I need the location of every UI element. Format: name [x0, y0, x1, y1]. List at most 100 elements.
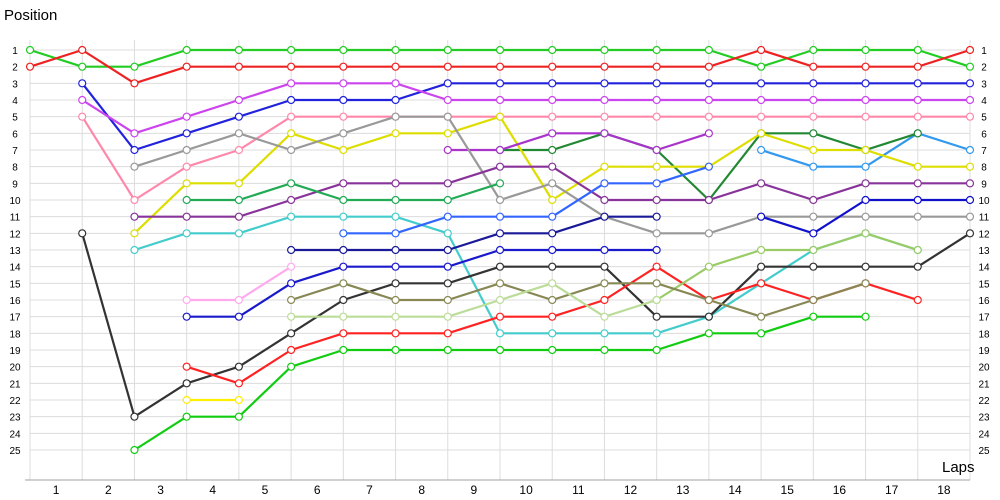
- data-point: [861, 62, 870, 71]
- y-tick-label-left: 16: [9, 296, 21, 307]
- y-tick-label-right: 3: [981, 79, 987, 90]
- data-point: [548, 212, 557, 221]
- data-point: [234, 312, 243, 321]
- y-tick-label-right: 11: [979, 213, 990, 224]
- y-tick-label-left: 24: [9, 429, 21, 440]
- data-point: [339, 179, 348, 188]
- y-tick-label-right: 12: [978, 229, 990, 240]
- data-point: [182, 312, 191, 321]
- data-point: [809, 62, 818, 71]
- data-point: [495, 95, 505, 105]
- chart-series: [25, 45, 975, 455]
- data-point: [130, 412, 139, 421]
- data-point: [809, 262, 818, 271]
- data-point: [339, 212, 348, 221]
- data-point: [287, 312, 296, 321]
- x-tick-label: 11: [572, 483, 585, 497]
- y-tick-label-right: 14: [978, 263, 990, 274]
- data-point: [234, 362, 243, 371]
- y-tick-label-left: 25: [9, 446, 21, 457]
- x-tick-label: 3: [157, 483, 164, 497]
- data-point: [809, 312, 818, 321]
- data-point: [757, 79, 766, 88]
- data-point: [548, 312, 557, 321]
- data-point: [339, 62, 348, 71]
- data-point: [182, 195, 191, 205]
- y-tick-label-left: 23: [9, 413, 21, 424]
- data-point: [234, 95, 243, 105]
- data-point: [757, 179, 766, 188]
- y-tick-label-left: 21: [9, 379, 21, 390]
- data-point: [965, 162, 975, 171]
- data-point: [443, 179, 452, 188]
- data-point: [130, 195, 139, 205]
- y-tick-label-left: 20: [9, 363, 21, 374]
- data-point: [25, 62, 35, 71]
- data-point: [861, 95, 870, 105]
- data-point: [234, 129, 243, 138]
- data-point: [130, 62, 139, 71]
- data-point: [548, 79, 557, 88]
- data-point: [495, 295, 505, 305]
- y-tick-label-left: 7: [12, 146, 18, 157]
- data-point: [913, 112, 922, 121]
- data-point: [78, 45, 87, 55]
- data-point: [548, 145, 557, 155]
- data-point: [130, 145, 139, 155]
- data-point: [78, 112, 87, 121]
- data-point: [809, 195, 818, 205]
- data-point: [391, 62, 400, 71]
- x-tick-label: 10: [519, 483, 533, 497]
- data-point: [652, 229, 661, 238]
- series-line: [290, 282, 866, 318]
- data-point: [234, 195, 243, 205]
- series-line: [291, 215, 657, 252]
- data-point: [234, 295, 243, 305]
- x-tick-label: 18: [937, 483, 951, 497]
- y-tick-label-left: 12: [9, 229, 21, 240]
- data-point: [78, 62, 87, 71]
- data-point: [443, 95, 452, 105]
- data-point: [495, 312, 505, 321]
- data-point: [652, 245, 661, 255]
- y-tick-label-right: 21: [978, 379, 990, 390]
- data-point: [704, 112, 713, 121]
- data-point: [495, 79, 505, 88]
- data-point: [78, 229, 87, 238]
- data-point: [339, 312, 348, 321]
- data-point: [130, 212, 139, 221]
- data-point: [861, 79, 870, 88]
- data-point: [809, 129, 818, 138]
- y-tick-label-right: 2: [981, 63, 987, 74]
- data-point: [652, 262, 661, 271]
- data-point: [913, 262, 922, 271]
- y-tick-label-left: 1: [12, 46, 18, 57]
- data-point: [757, 312, 766, 321]
- data-point: [287, 295, 296, 305]
- data-point: [809, 79, 818, 88]
- data-point: [548, 279, 557, 288]
- y-tick-label-left: 4: [12, 96, 18, 107]
- data-point: [965, 112, 975, 121]
- data-point: [287, 212, 296, 221]
- data-point: [600, 195, 609, 205]
- data-point: [965, 79, 975, 88]
- data-point: [182, 362, 191, 371]
- data-point: [391, 312, 400, 321]
- series-line: [343, 165, 710, 235]
- data-point: [443, 62, 452, 71]
- data-point: [809, 95, 818, 105]
- data-point: [861, 112, 870, 121]
- data-point: [287, 195, 296, 205]
- y-tick-label-left: 22: [9, 396, 21, 407]
- data-point: [182, 129, 191, 138]
- y-tick-label-right: 22: [978, 396, 990, 407]
- data-point: [443, 45, 452, 55]
- x-tick-label: 4: [209, 483, 216, 497]
- data-point: [182, 162, 191, 171]
- data-point: [182, 229, 191, 238]
- y-tick-label-right: 18: [978, 329, 990, 340]
- y-tick-label-right: 17: [978, 313, 990, 324]
- data-point: [287, 329, 296, 338]
